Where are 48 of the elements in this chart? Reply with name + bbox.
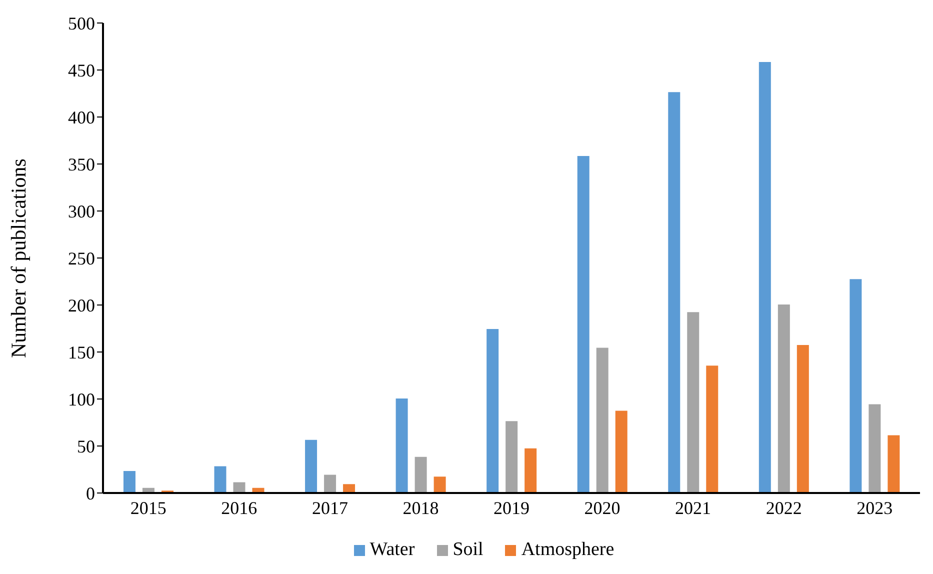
bar [342,483,356,493]
legend-label: Water [368,539,415,561]
x-tick-label: 2022 [766,498,802,518]
y-tick-label: 50 [77,436,95,456]
x-tick-label: 2017 [312,498,348,518]
bar [524,447,538,493]
x-tick-label: 2016 [221,498,258,518]
y-tick-label: 500 [68,13,95,34]
bar [576,155,590,493]
y-tick-label: 150 [68,342,95,362]
bar [758,61,772,493]
y-tick-label: 100 [68,389,95,410]
bar [323,474,338,493]
legend-label: Atmosphere [520,539,614,561]
x-tick-label: 2019 [494,498,530,518]
x-tick-label: 2023 [856,498,893,518]
bar [776,304,791,493]
bar [394,398,409,493]
y-tick-label: 250 [68,248,95,268]
bar [304,438,318,493]
bar [213,465,228,493]
y-axis-title: Number of publications [6,158,30,358]
bar [614,410,628,493]
y-tick-label: 300 [68,201,95,222]
bar [486,328,500,493]
y-tick-label: 350 [68,154,95,174]
x-tick-label: 2015 [130,498,166,518]
bar [667,91,682,493]
bar [504,420,519,493]
legend-label: Soil [452,539,484,561]
x-tick-label: 2021 [675,498,712,518]
bar [886,434,901,493]
bar [868,403,882,493]
bar [122,470,136,493]
y-tick-label: 450 [68,60,95,80]
bar [232,481,246,493]
y-tick-label: 400 [68,107,95,128]
y-tick-label: 200 [68,295,95,316]
bar [686,311,700,493]
bar [705,364,720,493]
bar [796,344,810,493]
bar [414,456,428,493]
bar [848,278,863,493]
x-tick-label: 2018 [402,498,439,518]
y-tick-label: 0 [86,483,95,504]
bar [432,476,447,493]
x-tick-label: 2020 [584,498,620,518]
bar [595,346,610,493]
